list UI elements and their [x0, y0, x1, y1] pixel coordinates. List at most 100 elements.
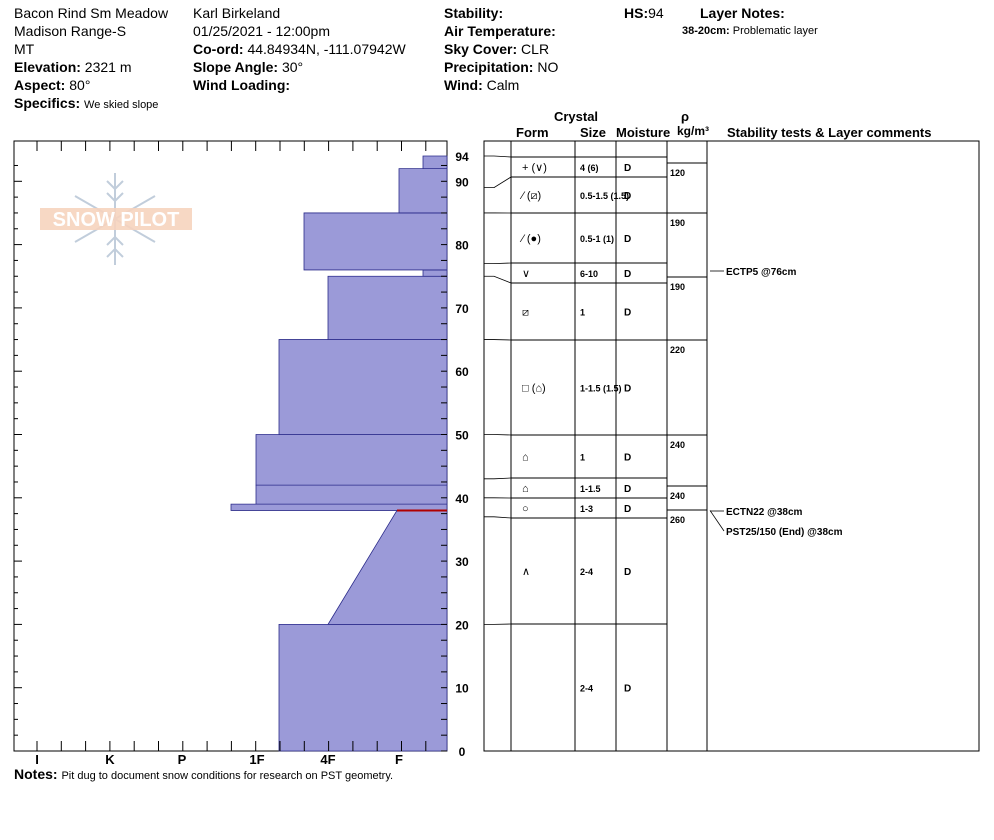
layer-link [484, 434, 512, 436]
depth-tick-label: 40 [455, 492, 469, 506]
hardness-tick-label: 4F [320, 752, 335, 767]
layer-link [484, 275, 512, 284]
hardness-bar [327, 510, 448, 625]
layer-link [484, 155, 512, 158]
aspect-value: 80° [69, 77, 91, 93]
layer-size: 1-1.5 (1.5) [580, 384, 622, 394]
layer-size: 1 [580, 308, 585, 318]
hardness-tick-label: F [395, 752, 403, 767]
stability-test-label: ECTP5 @76cm [726, 267, 796, 278]
hardness-tick-label: P [178, 752, 187, 767]
layer-form: ∨ [522, 268, 530, 280]
layer-table-frame [483, 140, 980, 752]
hardness-bar [422, 155, 448, 170]
hardness-tick-label: I [35, 752, 39, 767]
state-name: MT [14, 41, 35, 57]
layer-note-depth: 38-20cm: [682, 25, 730, 37]
depth-tick-label: 70 [455, 302, 469, 316]
layer-moisture: D [624, 504, 631, 515]
layer-moisture: D [624, 567, 631, 578]
layer-moisture: D [624, 269, 631, 280]
density-values: 120 190 190 220 240 240 260 [667, 162, 707, 525]
moisture-header: Moisture [616, 125, 670, 140]
hardness-profile [230, 155, 448, 752]
layer-moisture: D [624, 384, 631, 395]
hardness-bar [255, 484, 448, 505]
sky-label: Sky Cover: [444, 41, 518, 57]
depth-tick-label: 0 [459, 745, 466, 759]
elevation-label: Elevation: [14, 59, 81, 75]
snowpilot-logo: SNOW PILOT [40, 173, 192, 265]
site-name: Bacon Rind Sm Meadow [14, 5, 169, 21]
density-value: 120 [670, 168, 685, 178]
wind-label: Wind: [444, 77, 483, 93]
hardness-tick-label: K [105, 752, 115, 767]
layer-moisture: D [624, 163, 631, 174]
depth-tick-label: 30 [455, 555, 469, 569]
range-name: Madison Range-S [14, 23, 127, 39]
hardness-bar [327, 275, 448, 340]
layer-moisture: D [624, 484, 631, 495]
precip-label: Precipitation: [444, 59, 534, 75]
observer-name: Karl Birkeland [193, 5, 281, 21]
hardness-bar [422, 269, 448, 277]
elevation-value: 2321 m [84, 59, 132, 75]
size-header: Size [580, 125, 606, 140]
layer-size: 2-4 [580, 684, 593, 694]
stability-header: Stability tests & Layer comments [727, 125, 931, 140]
layer-form: □ (⌂) [522, 383, 546, 395]
layer-link [484, 262, 512, 264]
observation-datetime: 01/25/2021 - 12:00pm [193, 23, 330, 39]
hs-value: 94 [648, 5, 664, 21]
layer-form: ⁄ (⧄) [519, 190, 541, 202]
layer-form: ⌂ [522, 452, 529, 464]
layer-link [484, 176, 512, 189]
layer-form: ○ [522, 503, 529, 515]
stability-test-label: PST25/150 (End) @38cm [726, 527, 843, 538]
density-unit-header: kg/m³ [677, 124, 709, 138]
depth-axis: 0 10 20 30 40 50 60 70 80 90 94 [14, 150, 469, 759]
density-value: 260 [670, 515, 685, 525]
layer-form: ∧ [522, 566, 530, 578]
depth-tick-label: 50 [455, 429, 469, 443]
density-value: 240 [670, 491, 685, 501]
layer-size: 6-10 [580, 269, 598, 279]
layer-size: 1 [580, 453, 585, 463]
rho-header: ρ [681, 109, 689, 124]
layer-link [484, 477, 512, 480]
layer-note-text: Problematic layer [732, 25, 818, 37]
wind-value: Calm [486, 77, 520, 93]
layer-moisture: D [624, 234, 631, 245]
stability-tests: ECTP5 @76cm ECTN22 @38cm PST25/150 (End) @… [709, 267, 843, 538]
stability-test-label: ECTN22 @38cm [726, 507, 803, 518]
layer-size: 2-4 [580, 567, 593, 577]
layer-moisture: D [624, 308, 631, 319]
layer-moisture: D [624, 191, 631, 202]
layer-size: 1-1.5 [580, 484, 601, 494]
hardness-bar [398, 168, 448, 214]
hardness-bar [255, 434, 448, 486]
test-pointer [709, 510, 725, 532]
layer-moisture: D [624, 453, 631, 464]
layer-link [484, 516, 512, 519]
notes-text: Pit dug to document snow conditions for … [61, 770, 394, 782]
layer-size: 4 (6) [580, 163, 599, 173]
hardness-bar [278, 339, 448, 435]
density-value: 190 [670, 218, 685, 228]
notes-label: Notes: [14, 766, 58, 782]
layer-size: 1-3 [580, 504, 593, 514]
layer-size: 0.5-1.5 (1.5) [580, 191, 629, 201]
hs-label: HS: [624, 5, 649, 21]
coord-label: Co-ord: [193, 41, 244, 57]
form-header: Form [516, 125, 549, 140]
hardness-bar [278, 624, 448, 752]
layer-form: ⌂ [522, 483, 529, 495]
layer-rows: + (∨) 4 (6) D⁄ (⧄) 0.5-1.5 (1.5)D⁄ (●) 0.5-1… [484, 155, 667, 695]
stability-label: Stability: [444, 5, 504, 21]
specifics-value: We skied slope [84, 99, 159, 111]
layer-form: ⧄ [522, 307, 529, 319]
hardness-bar [303, 212, 448, 271]
depth-tick-label: 20 [455, 618, 469, 632]
density-value: 190 [670, 282, 685, 292]
